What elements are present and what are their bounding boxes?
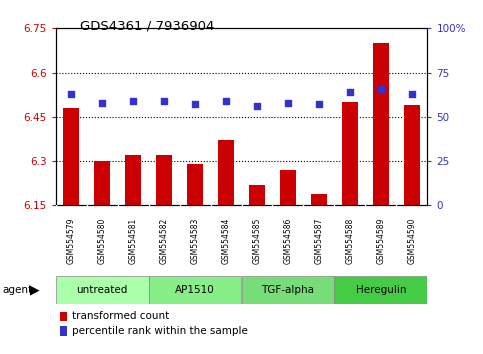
Bar — [156, 155, 172, 205]
Text: GSM554584: GSM554584 — [222, 217, 230, 264]
Point — [377, 86, 385, 91]
Text: Heregulin: Heregulin — [355, 285, 406, 295]
Text: GDS4361 / 7936904: GDS4361 / 7936904 — [80, 19, 214, 33]
Bar — [311, 194, 327, 205]
Bar — [404, 105, 420, 205]
Point — [253, 103, 261, 109]
Point — [129, 98, 137, 104]
Bar — [334, 276, 427, 304]
Point — [284, 100, 292, 105]
Text: GSM554580: GSM554580 — [98, 217, 107, 264]
Text: AP1510: AP1510 — [175, 285, 215, 295]
Point — [222, 98, 230, 104]
Bar — [280, 170, 296, 205]
Bar — [187, 164, 203, 205]
Text: GSM554581: GSM554581 — [128, 218, 138, 264]
Text: GSM554590: GSM554590 — [408, 217, 416, 264]
Point — [160, 98, 168, 104]
Bar — [63, 108, 79, 205]
Bar — [218, 141, 234, 205]
Point — [408, 91, 416, 97]
Text: GSM554579: GSM554579 — [67, 217, 75, 264]
Text: agent: agent — [2, 285, 32, 295]
Text: transformed count: transformed count — [71, 312, 169, 321]
Text: GSM554589: GSM554589 — [376, 217, 385, 264]
Bar — [56, 276, 149, 304]
Text: untreated: untreated — [76, 285, 128, 295]
Text: GSM554586: GSM554586 — [284, 217, 293, 264]
Bar — [94, 161, 110, 205]
Text: GSM554587: GSM554587 — [314, 217, 324, 264]
Text: GSM554582: GSM554582 — [159, 218, 169, 264]
Point — [67, 91, 75, 97]
Text: percentile rank within the sample: percentile rank within the sample — [71, 326, 247, 336]
Text: GSM554583: GSM554583 — [190, 217, 199, 264]
Point — [346, 89, 354, 95]
Bar — [342, 102, 358, 205]
Bar — [125, 155, 141, 205]
Bar — [242, 276, 334, 304]
Text: TGF-alpha: TGF-alpha — [261, 285, 314, 295]
Bar — [249, 185, 265, 205]
Bar — [373, 43, 389, 205]
Point — [315, 102, 323, 107]
Bar — [149, 276, 242, 304]
Text: GSM554585: GSM554585 — [253, 217, 261, 264]
Text: ▶: ▶ — [30, 284, 40, 297]
Point — [98, 100, 106, 105]
Text: GSM554588: GSM554588 — [345, 218, 355, 264]
Point — [191, 102, 199, 107]
